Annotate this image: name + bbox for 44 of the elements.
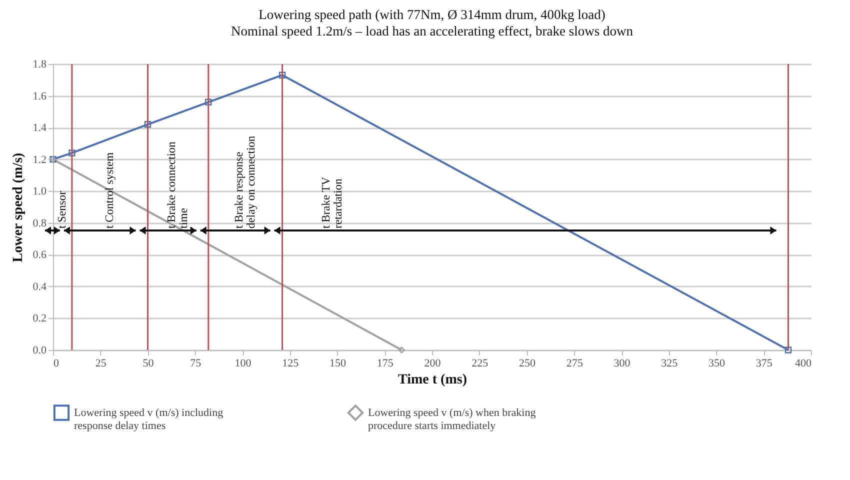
y-tick-label: 1.4 bbox=[32, 122, 47, 134]
chart-subtitle: Nominal speed 1.2m/s – load has an accelerating effect, brake slows down bbox=[230, 24, 634, 38]
x-tick-label: 400 bbox=[795, 358, 812, 370]
y-tick-label: 1.2 bbox=[32, 154, 46, 166]
annotation: t Control system bbox=[104, 152, 116, 228]
annotation: t Sensor bbox=[56, 190, 68, 228]
y-tick-label: 0.8 bbox=[32, 217, 47, 230]
annotation: t Brake response delay on connection bbox=[233, 136, 258, 228]
x-tick-label: 350 bbox=[708, 358, 726, 370]
legend-label: Lowering speed v (m/s) including response delay times bbox=[74, 406, 224, 432]
point bbox=[144, 121, 152, 128]
annotation: t Brake TV retardation bbox=[320, 176, 344, 228]
chart-title: Lowering speed path (with 77Nm, Ø 314mm drum, 400kg load) bbox=[258, 7, 606, 22]
x-tick-label: 375 bbox=[756, 358, 773, 370]
y-tick-label: 0.4 bbox=[32, 280, 47, 293]
x-tick-label: 175 bbox=[376, 358, 394, 370]
x-axis-title: Time t (ms) bbox=[398, 372, 468, 388]
point bbox=[784, 346, 792, 354]
x-tick-label: 300 bbox=[614, 358, 631, 370]
y-tick-label: 1.0 bbox=[32, 186, 47, 198]
point bbox=[68, 150, 76, 156]
annotation: t Brake connection time bbox=[166, 141, 190, 228]
x-tick-label: 0 bbox=[54, 358, 60, 370]
x-tick-label: 100 bbox=[234, 358, 252, 370]
x-tick-label: 150 bbox=[330, 358, 346, 370]
y-tick-label: 1.6 bbox=[32, 90, 47, 102]
legend-label: Lowering speed v (m/s) when braking procedure starts immediately bbox=[368, 406, 536, 432]
point bbox=[205, 98, 212, 106]
point bbox=[398, 346, 406, 354]
x-tick-label: 25 bbox=[95, 358, 107, 370]
x-tick-label: 75 bbox=[190, 358, 202, 370]
x-tick-label: 125 bbox=[282, 358, 300, 370]
y-tick-label: 0.2 bbox=[32, 312, 46, 325]
y-tick-label: 1.8 bbox=[32, 58, 47, 70]
y-axis-title: Lower speed (m/s) bbox=[10, 152, 26, 262]
y-tick-label: 0.0 bbox=[32, 344, 47, 356]
x-tick-label: 200 bbox=[424, 358, 442, 370]
x-tick-label: 50 bbox=[142, 358, 154, 370]
x-tick-label: 225 bbox=[472, 358, 489, 370]
point bbox=[278, 72, 286, 78]
x-tick-label: 325 bbox=[661, 358, 678, 370]
y-tick-label: 0.6 bbox=[32, 249, 47, 262]
x-tick-label: 275 bbox=[566, 358, 584, 370]
x-tick-label: 250 bbox=[519, 358, 536, 370]
